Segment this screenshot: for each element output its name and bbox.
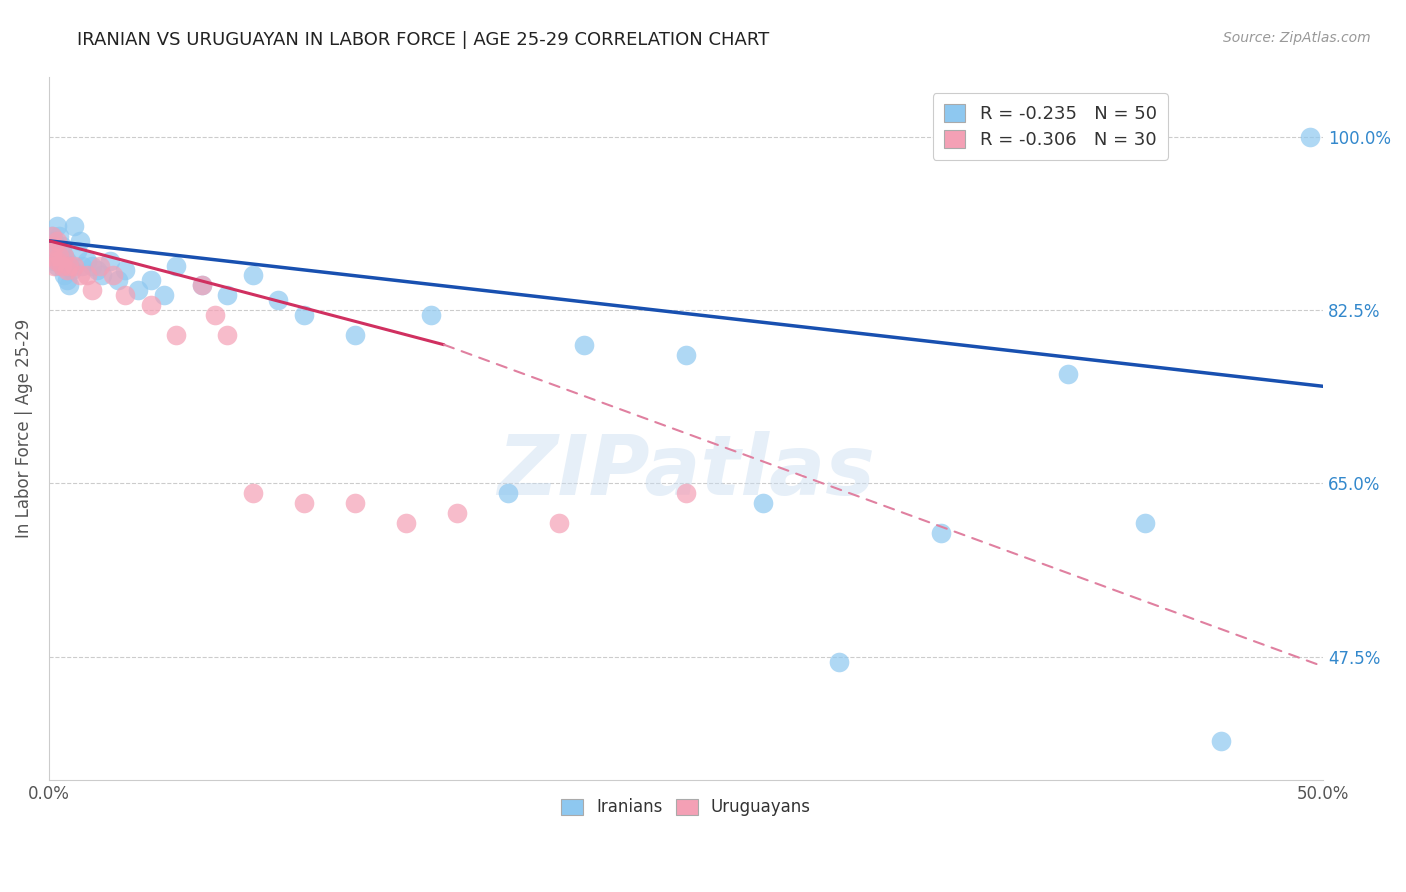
Point [41,249,63,263]
Point [53,268,76,283]
Point [70,259,93,273]
Point [76,253,98,268]
Point [139,273,162,287]
Point [76,268,98,283]
Point [69,268,91,283]
Point [82,283,104,297]
Point [114,263,136,277]
Point [828,655,851,669]
Point [127,283,149,297]
Point [751,496,773,510]
Point [496,486,519,500]
Point [395,516,418,530]
Point [446,506,468,520]
Point [165,327,187,342]
Point [1299,129,1322,144]
Legend: Iranians, Uruguayans: Iranians, Uruguayans [553,790,820,825]
Text: ZIPatlas: ZIPatlas [498,431,875,511]
Point [1211,733,1233,747]
Point [101,268,124,283]
Point [292,496,315,510]
Point [69,234,91,248]
Point [48,249,70,263]
Point [51,259,73,273]
Point [60,263,83,277]
Point [191,278,214,293]
Point [420,308,443,322]
Point [58,259,80,273]
Point [165,259,187,273]
Point [66,244,89,258]
Point [51,259,73,273]
Point [42,259,65,273]
Y-axis label: In Labor Force | Age 25-29: In Labor Force | Age 25-29 [15,319,32,539]
Point [45,259,67,273]
Point [267,293,290,308]
Point [107,273,129,287]
Point [114,288,136,302]
Point [58,278,80,293]
Point [82,259,104,273]
Point [58,259,80,273]
Point [53,249,76,263]
Point [41,228,63,243]
Point [1133,516,1156,530]
Point [89,259,111,273]
Point [86,263,108,277]
Point [217,288,239,302]
Point [48,249,70,263]
Point [343,327,366,342]
Point [41,244,63,258]
Point [42,253,65,268]
Point [242,268,264,283]
Point [56,263,79,277]
Point [1057,368,1080,382]
Point [675,348,697,362]
Point [675,486,697,500]
Point [572,337,595,351]
Point [42,238,65,252]
Point [48,228,70,243]
Point [929,525,952,540]
Point [45,234,67,248]
Point [51,238,73,252]
Point [191,278,214,293]
Point [53,249,76,263]
Point [45,253,67,268]
Point [63,219,86,233]
Point [45,219,67,233]
Point [292,308,315,322]
Text: IRANIAN VS URUGUAYAN IN LABOR FORCE | AGE 25-29 CORRELATION CHART: IRANIAN VS URUGUAYAN IN LABOR FORCE | AG… [77,31,769,49]
Point [56,253,79,268]
Point [242,486,264,500]
Point [343,496,366,510]
Point [547,516,569,530]
Point [63,259,86,273]
Point [56,273,79,287]
Point [91,268,114,283]
Point [152,288,174,302]
Point [139,298,162,312]
Point [42,234,65,248]
Point [41,228,63,243]
Text: Source: ZipAtlas.com: Source: ZipAtlas.com [1223,31,1371,45]
Point [217,327,239,342]
Point [204,308,226,322]
Point [98,253,121,268]
Point [45,238,67,252]
